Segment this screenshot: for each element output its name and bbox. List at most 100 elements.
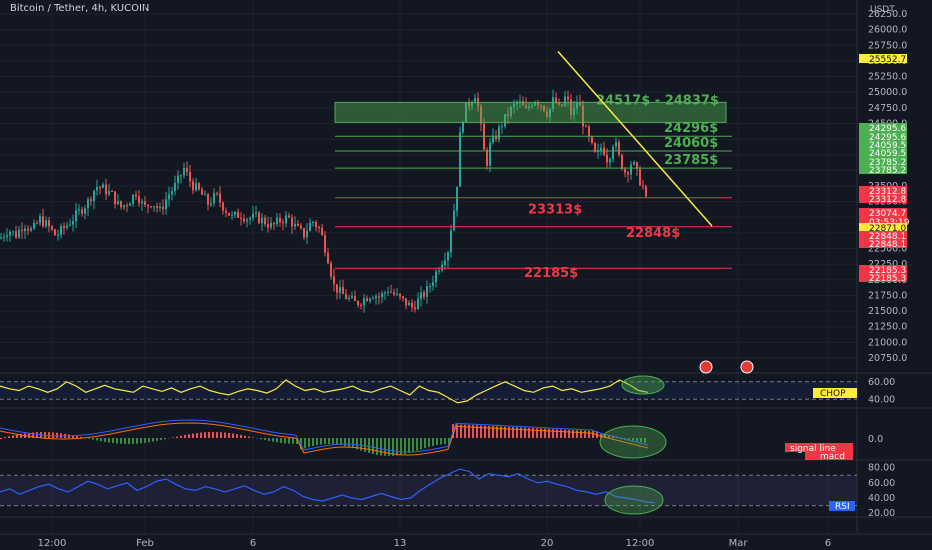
candle-body	[120, 201, 122, 208]
candle-body	[366, 298, 368, 302]
candle-body	[78, 209, 80, 211]
candle-body	[630, 164, 632, 175]
candle-body	[138, 196, 140, 204]
candle-body	[36, 222, 38, 224]
time-tick-label: 6	[250, 538, 256, 549]
macd-bar	[112, 438, 114, 444]
currency-label: USDT	[870, 5, 895, 15]
candle-body	[357, 301, 359, 306]
candle-body	[15, 231, 17, 238]
candle-body	[585, 126, 587, 128]
price-label: 23312.8	[869, 195, 906, 205]
candle-body	[372, 298, 374, 300]
candle-body	[336, 284, 338, 293]
macd-bar	[540, 428, 542, 438]
candle-body	[546, 111, 548, 117]
candle-body	[435, 271, 437, 283]
candle-body	[39, 216, 41, 224]
candle-body	[135, 194, 137, 197]
candle-body	[486, 149, 488, 166]
level-label: 23313$	[528, 203, 582, 218]
candle-body	[561, 104, 563, 106]
macd-bar	[448, 438, 450, 445]
candle-body	[612, 146, 614, 159]
macd-bar	[236, 434, 238, 438]
macd-bar	[100, 438, 102, 442]
candle-body	[276, 217, 278, 225]
macd-bar	[400, 438, 402, 455]
macd-bar	[624, 438, 626, 439]
macd-bar	[264, 438, 266, 441]
price-tick-label: 21250.0	[868, 322, 907, 333]
candle-body	[60, 226, 62, 235]
macd-bar	[592, 431, 594, 438]
macd-bar	[28, 432, 30, 438]
candle-body	[384, 292, 386, 294]
macd-bar	[492, 426, 494, 438]
level-label: 22848$	[626, 226, 680, 241]
candle-body	[234, 211, 236, 215]
rsi-highlight	[604, 485, 664, 515]
candle-body	[18, 229, 20, 238]
macd-bar	[444, 438, 446, 445]
time-tick-label: 20	[541, 538, 554, 549]
candle-body	[249, 218, 251, 220]
candle-body	[621, 154, 623, 170]
candle-body	[519, 101, 521, 103]
candle-body	[414, 307, 416, 310]
price-label-box	[859, 165, 907, 174]
candle-body	[279, 217, 281, 223]
macd-bar	[352, 438, 354, 449]
candle-body	[402, 296, 404, 299]
macd-bar	[140, 438, 142, 444]
candle-body	[588, 126, 590, 137]
price-tick-label: 24750.0	[868, 103, 907, 114]
rsi-tick-label: 20.00	[868, 508, 895, 519]
macd-bar	[216, 432, 218, 438]
price-label-box	[859, 217, 907, 226]
macd-bar	[420, 438, 422, 450]
candle-body	[201, 189, 203, 195]
macd-bar	[32, 432, 34, 438]
macd-bar	[144, 438, 146, 443]
candle-body	[429, 285, 431, 287]
candle-body	[333, 276, 335, 285]
price-label: 24059.5	[869, 149, 906, 159]
macd-bar	[604, 434, 606, 438]
macd-bar	[468, 424, 470, 438]
chop-tick-label: 40.00	[868, 394, 895, 405]
signal-legend: signal line	[790, 444, 836, 454]
candle-body	[513, 104, 515, 108]
candle-body	[420, 292, 422, 299]
price-label: 22185.3	[869, 274, 906, 284]
macd-bar	[404, 438, 406, 454]
macd-bar	[4, 437, 6, 438]
candle-body	[204, 194, 206, 196]
candle-body	[99, 186, 101, 188]
candle-body	[468, 102, 470, 107]
macd-bar	[368, 438, 370, 453]
macd-bar	[52, 432, 54, 438]
macd-bar	[372, 438, 374, 454]
candle-body	[126, 205, 128, 207]
macd-bar	[88, 438, 90, 439]
price-label-box	[859, 148, 907, 157]
candle-body	[84, 208, 86, 214]
candle-body	[579, 102, 581, 106]
macd-legend: macd	[820, 452, 845, 462]
macd-bar	[0, 438, 2, 439]
macd-bar	[240, 434, 242, 438]
candle-body	[453, 210, 455, 231]
time-tick-label: Feb	[136, 538, 154, 549]
price-tick-label: 26250.0	[868, 9, 907, 20]
macd-bar	[504, 426, 506, 438]
candle-body	[180, 175, 182, 177]
chart-title: Bitcoin / Tether, 4h, KUCOIN	[10, 3, 150, 14]
macd-bar	[308, 438, 310, 448]
candle-body	[501, 126, 503, 128]
level-label: 24296$	[664, 121, 718, 136]
candle-body	[564, 96, 566, 106]
candle-body	[552, 97, 554, 109]
macd-bar	[548, 428, 550, 438]
